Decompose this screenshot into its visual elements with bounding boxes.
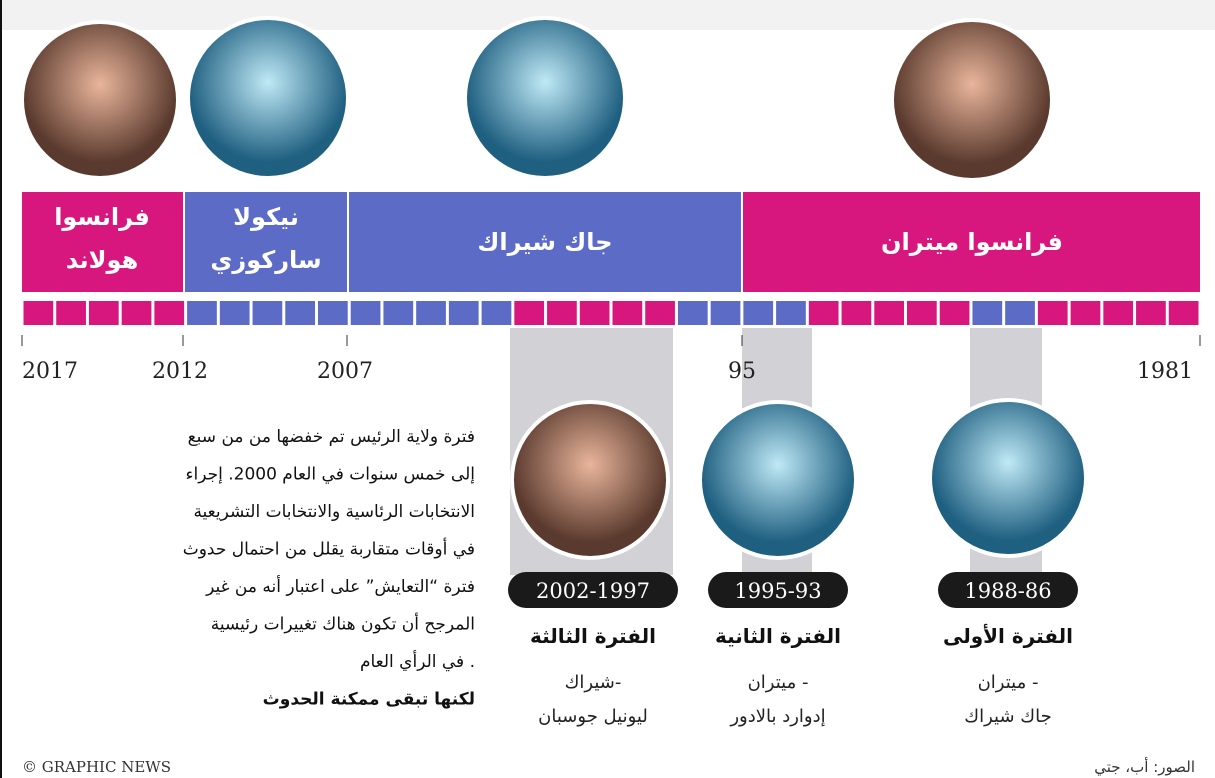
note-line: المرجح أن تكون هناك تغييرات رئيسية: [211, 613, 475, 635]
note-line: فترة ولاية الرئيس تم خفضها من من سبع: [188, 427, 475, 447]
portrait: [698, 400, 858, 560]
top-strip: [0, 0, 1215, 30]
strip: [22, 298, 1200, 328]
period-names: ميتران -: [748, 672, 809, 693]
year-label: 2017: [22, 359, 78, 384]
president-name: ساركوزي: [210, 246, 321, 274]
year-square: [1070, 301, 1101, 325]
note-line: في الرأي العام .: [360, 650, 475, 672]
year-square: [776, 301, 806, 325]
year-square: [547, 301, 577, 325]
year-square: [874, 301, 904, 325]
year-square: [612, 301, 643, 325]
portrait: [463, 16, 627, 180]
portrait: [890, 18, 1054, 182]
period-names: ليونيل جوسبان: [538, 706, 648, 727]
year-square: [1005, 301, 1035, 325]
year-square: [907, 301, 937, 325]
year-square: [743, 301, 774, 325]
year-square: [481, 301, 512, 325]
portrait: [186, 16, 350, 180]
year-square: [841, 301, 872, 325]
date-pill: [938, 572, 1078, 608]
year-square: [23, 301, 54, 325]
period-names: ميتران -: [978, 672, 1039, 693]
year-square: [252, 301, 283, 325]
note-bold: لكنها تبقى ممكنة الحدوث: [263, 690, 475, 710]
year-square: [1103, 301, 1134, 325]
president-name: فرانسوا ميتران: [881, 228, 1063, 256]
segment: [349, 192, 741, 292]
segment: [22, 192, 183, 292]
note: فترة ولاية الرئيس تم خفضها من من سبع إلى …: [183, 427, 475, 710]
period-names: شيراك-: [565, 672, 622, 693]
president-bar: فرانسوا هولاند نيكولا ساركوزي جاك شيراك …: [22, 192, 1200, 292]
dates: 2002-1997: [536, 579, 650, 603]
note-line: الانتخابات الرئاسية والانتخابات التشريعي…: [193, 502, 475, 522]
year-square: [710, 301, 741, 325]
year-square: [1168, 301, 1199, 325]
date-pill: [508, 572, 678, 608]
period-title: الفترة الثالثة: [530, 624, 656, 648]
period-names: جاك شيراك: [964, 706, 1051, 727]
president-name: نيكولا: [233, 203, 299, 231]
year-squares: [22, 298, 1200, 328]
year-square: [121, 301, 152, 325]
year-square: [972, 301, 1003, 325]
year-label: 95: [728, 359, 756, 384]
credit: © GRAPHIC NEWS: [22, 758, 171, 776]
year-label: 1981: [1137, 359, 1193, 384]
year-square: [187, 301, 217, 325]
date-pill: [708, 572, 848, 608]
year-square: [88, 301, 119, 325]
note-line: إلى خمس سنوات في العام 2000. إجراء: [186, 465, 476, 485]
portraits: [20, 16, 1054, 182]
year-square: [677, 301, 708, 325]
credit: الصور: أب، جتي: [1094, 757, 1195, 777]
year-square: [579, 301, 610, 325]
dates: 1988-86: [964, 579, 1051, 603]
president-name: فرانسوا: [54, 203, 150, 231]
dates: 1995-93: [734, 579, 821, 603]
note-line: في أوقات متقاربة يقلل من احتمال حدوث: [183, 538, 475, 560]
year-square: [645, 301, 675, 325]
year-square: [416, 301, 446, 325]
year-square: [383, 301, 414, 325]
year-square: [1136, 301, 1166, 325]
note-line: فترة “التعايش” على اعتبار أنه من غير: [205, 575, 475, 597]
president-name: هولاند: [66, 246, 138, 274]
portrait: [928, 398, 1088, 558]
segment: [743, 192, 1200, 292]
year-square: [939, 301, 970, 325]
year-square: [514, 301, 545, 325]
year-square: [219, 301, 250, 325]
year-square: [808, 301, 839, 325]
president-name: جاك شيراك: [477, 228, 612, 256]
portrait: [20, 20, 180, 180]
year-square: [350, 301, 381, 325]
period-title: الفترة الثانية: [715, 624, 841, 648]
year-label: 2007: [317, 359, 373, 384]
year-label: 2012: [152, 359, 208, 384]
year-square: [1037, 301, 1068, 325]
segment: [185, 192, 347, 292]
year-square: [285, 301, 315, 325]
year-axis: 2017 2012 2007 95 1981: [21, 335, 1201, 384]
period-title: الفترة الأولى: [943, 623, 1073, 648]
periods: 2002-1997 1995-93 1988-86 الفترة الثالثة…: [508, 398, 1088, 727]
year-square: [56, 301, 86, 325]
year-square: [154, 301, 185, 325]
year-square: [448, 301, 479, 325]
portrait: [510, 400, 670, 560]
period-names: إدوارد بالادور: [729, 706, 825, 727]
year-square: [318, 301, 348, 325]
